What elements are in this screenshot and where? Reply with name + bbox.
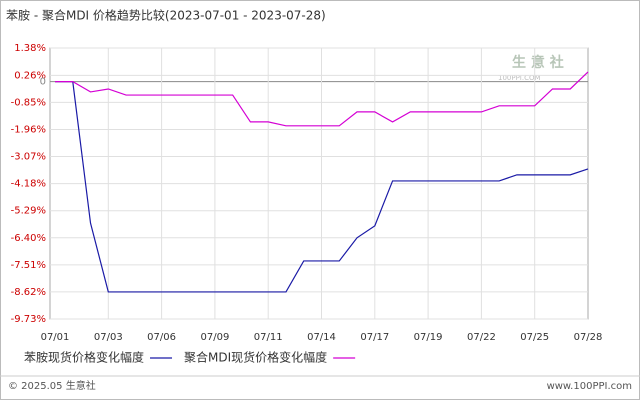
x-tick-label: 07/14 xyxy=(307,332,336,343)
y-tick-label: -6.40% xyxy=(11,233,46,244)
x-tick-label: 07/28 xyxy=(574,332,603,343)
y-tick-label: -4.18% xyxy=(11,179,46,190)
x-tick-label: 07/03 xyxy=(94,332,123,343)
series-line xyxy=(55,71,589,127)
footer-right: www.100PPI.com xyxy=(547,381,632,392)
y-tick-label: -9.73% xyxy=(11,314,46,325)
y-tick-label: 0 xyxy=(40,77,46,88)
y-tick-label: -7.51% xyxy=(11,260,46,271)
y-tick-label: 0.26% xyxy=(14,70,46,81)
watermark: 生 意 社 xyxy=(512,54,564,71)
y-tick-label: -3.07% xyxy=(11,152,46,163)
x-tick-label: 07/09 xyxy=(200,332,229,343)
footer-left: © 2025.05 生意社 xyxy=(8,379,96,392)
y-tick-label: 1.38% xyxy=(14,43,46,54)
y-tick-label: -0.85% xyxy=(11,97,46,108)
x-tick-label: 07/06 xyxy=(147,332,176,343)
y-tick-label: -5.29% xyxy=(11,206,46,217)
x-tick-label: 07/25 xyxy=(520,332,549,343)
chart-title: 苯胺 - 聚合MDI 价格趋势比较(2023-07-01 - 2023-07-2… xyxy=(6,8,326,23)
x-tick-label: 07/01 xyxy=(41,332,70,343)
legend-label: 苯胺现货价格变化幅度 xyxy=(24,350,144,365)
y-tick-label: -8.62% xyxy=(11,287,46,298)
watermark: 100PPI.COM xyxy=(498,74,541,82)
y-tick-label: -1.96% xyxy=(11,124,46,135)
x-tick-label: 07/17 xyxy=(360,332,389,343)
x-tick-label: 07/19 xyxy=(414,332,443,343)
legend-label: 聚合MDI现货价格变化幅度 xyxy=(184,350,327,365)
series-line xyxy=(55,81,589,293)
x-tick-label: 07/11 xyxy=(254,332,283,343)
x-tick-label: 07/22 xyxy=(467,332,496,343)
